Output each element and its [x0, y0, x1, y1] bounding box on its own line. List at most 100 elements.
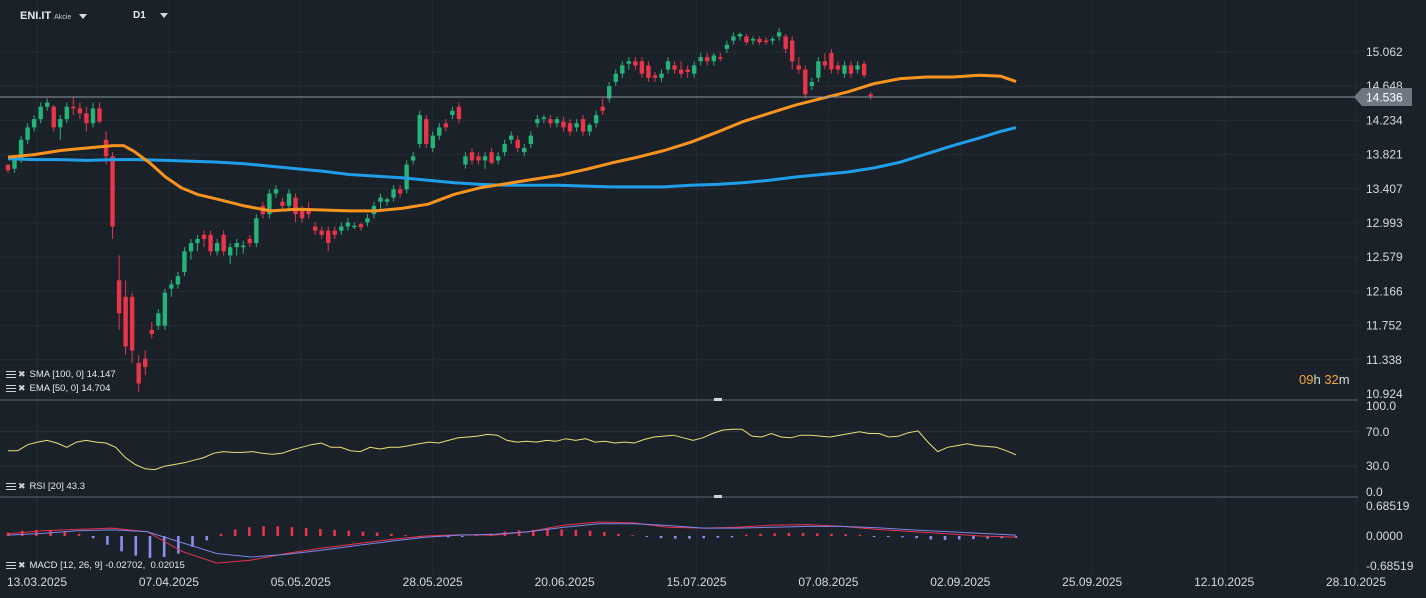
candle-body — [5, 164, 11, 171]
candle-body — [254, 218, 259, 244]
macd-histogram-bar — [858, 534, 862, 536]
macd-histogram-bar — [6, 532, 10, 536]
settings-list-icon[interactable] — [6, 384, 16, 392]
candle-body — [143, 358, 148, 368]
candle-body — [691, 65, 697, 74]
candle-body — [698, 57, 703, 62]
timeframe-value: D1 — [133, 10, 146, 21]
candle-body — [469, 152, 475, 161]
candle-body — [339, 226, 344, 231]
symbol-selector[interactable]: ENI.IT Akcie — [20, 10, 88, 22]
macd-histogram-bar — [702, 536, 705, 539]
macd-histogram-bar — [248, 527, 251, 536]
candle-body — [705, 57, 710, 62]
candle-body — [796, 65, 801, 70]
price-panel-resize-handle[interactable] — [714, 398, 722, 401]
y-tick-label: 13.821 — [1366, 148, 1403, 162]
macd-histogram-bar — [63, 531, 67, 536]
grid-layer — [0, 51, 1358, 467]
macd-tick-label: 0.0000 — [1366, 529, 1403, 543]
candle-body — [280, 201, 285, 206]
close-icon[interactable]: ✖ — [18, 481, 26, 491]
macd-histogram-bar — [233, 529, 237, 536]
candle-body — [241, 245, 246, 248]
candle-body — [803, 69, 808, 95]
close-icon[interactable]: ✖ — [18, 383, 26, 393]
candle-body — [129, 296, 135, 351]
countdown-minutes: 32 — [1324, 372, 1339, 387]
y-tick-label: 11.752 — [1366, 319, 1402, 333]
close-icon[interactable]: ✖ — [18, 560, 26, 570]
candle-body — [848, 65, 854, 74]
sma-label: SMA [100, 0] — [29, 369, 84, 380]
settings-list-icon[interactable] — [6, 482, 16, 490]
candle-body — [378, 197, 383, 202]
candle-body — [273, 189, 279, 194]
macd-histogram-bar — [106, 536, 109, 545]
candle-body — [574, 123, 579, 128]
y-tick-label: 12.993 — [1366, 216, 1403, 230]
x-tick-label: 13.03.2025 — [7, 575, 67, 589]
bar-countdown: 09h 32m — [1299, 372, 1350, 387]
macd-histogram-bar — [162, 536, 166, 558]
macd-histogram-bar — [773, 533, 776, 536]
candle-body — [535, 119, 540, 124]
macd-histogram-bar — [77, 533, 81, 536]
settings-list-icon[interactable] — [6, 370, 16, 378]
candle-body — [620, 65, 625, 74]
macd-histogram-bar — [730, 536, 734, 538]
candle-body — [515, 139, 520, 149]
candle-body — [345, 222, 351, 227]
macd-histogram-bar — [957, 536, 961, 540]
candle-body — [58, 119, 63, 128]
rsi-tick-label: 0.0 — [1366, 485, 1383, 499]
candle-body — [306, 210, 311, 215]
candle-body — [201, 234, 207, 239]
candle-body — [593, 114, 599, 124]
macd-histogram-bar — [262, 526, 265, 536]
macd-histogram-bar — [901, 536, 904, 538]
candle-body — [227, 247, 233, 256]
candle-body — [293, 197, 298, 215]
candle-body — [195, 238, 200, 244]
macd-histogram-bar — [319, 528, 322, 536]
candle-body — [332, 230, 337, 235]
candle-body — [561, 121, 566, 128]
macd-tick-label: -0.68519 — [1366, 559, 1414, 573]
close-icon[interactable]: ✖ — [18, 369, 26, 379]
settings-list-icon[interactable] — [6, 561, 16, 569]
candle-body — [678, 69, 684, 74]
x-tick-label: 20.06.2025 — [535, 575, 595, 589]
candle-body — [809, 81, 815, 87]
candle-body — [417, 114, 422, 144]
timeframe-selector[interactable]: D1 — [133, 10, 168, 21]
macd-histogram-bar — [375, 532, 379, 536]
y-tick-label: 12.166 — [1366, 284, 1403, 298]
candle-body — [299, 210, 305, 219]
candle-body — [646, 65, 651, 78]
macd-histogram-bar — [446, 536, 450, 538]
candle-body — [149, 329, 154, 334]
candle-body — [842, 65, 847, 74]
macd-histogram-bar — [631, 535, 634, 537]
macd-histogram-bar — [290, 527, 294, 536]
macd-histogram-bar — [588, 530, 592, 536]
candle-body — [822, 61, 828, 66]
macd-histogram-bar — [744, 534, 748, 536]
macd-tick-label: 0.68519 — [1366, 499, 1410, 513]
macd-histogram-bar — [191, 536, 194, 547]
rsi-panel-resize-handle[interactable] — [714, 495, 722, 498]
candle-body — [64, 106, 70, 120]
candle-body — [607, 86, 612, 99]
macd-histogram-bar — [815, 533, 819, 536]
macd-label: MACD [12, 26, 9] — [29, 560, 103, 571]
candle-body — [495, 156, 501, 161]
candle-body — [770, 38, 775, 41]
macd-histogram-bar — [361, 531, 365, 536]
macd-histogram-bar — [304, 528, 308, 536]
macd-histogram-bar — [602, 532, 606, 536]
candle-body — [508, 135, 514, 140]
ema-label: EMA [50, 0] — [29, 383, 79, 394]
candle-body — [861, 63, 867, 76]
